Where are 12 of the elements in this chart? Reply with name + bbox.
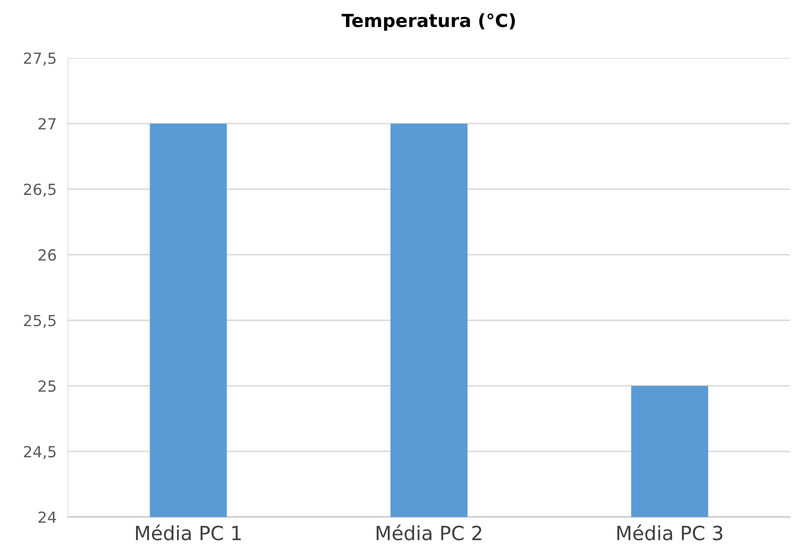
y-tick-label: 24,5 [24, 446, 56, 460]
y-tick-label: 25 [38, 380, 56, 392]
y-tick-label: 25,5 [24, 314, 56, 328]
y-tick-label: 26,5 [24, 184, 56, 197]
x-tick-label: Média PC 2 [376, 524, 482, 540]
x-tick-label: Média PC 1 [136, 524, 241, 540]
chart-title: Temperatura (°C) [342, 13, 515, 31]
y-tick-label: 27 [38, 118, 56, 130]
y-tick-label: 26 [38, 249, 56, 261]
y-tick-label: 24 [38, 511, 56, 523]
x-tick-label: Média PC 3 [617, 524, 722, 540]
y-tick-label: 27,5 [24, 52, 56, 66]
